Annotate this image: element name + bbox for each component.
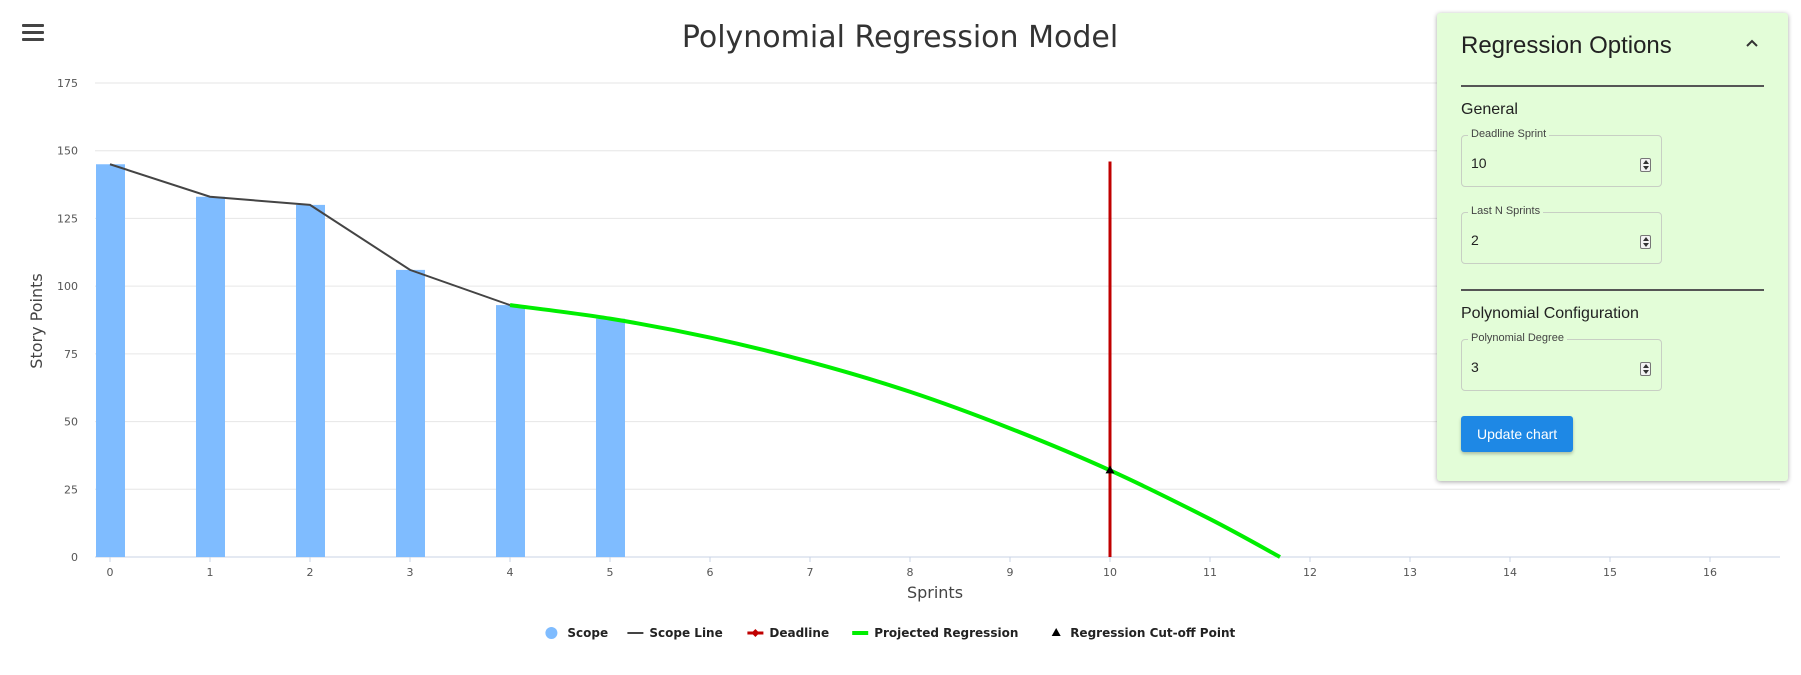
y-tick-label: 125 bbox=[57, 212, 78, 225]
x-tick-label: 9 bbox=[1007, 566, 1014, 579]
deadline-sprint-label: Deadline Sprint bbox=[1468, 128, 1550, 140]
y-tick-label: 175 bbox=[57, 77, 78, 90]
scope-bar bbox=[296, 204, 325, 557]
chart-title: Polynomial Regression Model bbox=[682, 20, 1118, 55]
panel-header: Regression Options bbox=[1461, 13, 1764, 85]
regression-cutoff-point bbox=[1105, 465, 1115, 474]
legend-item: Projected Regression bbox=[852, 626, 1018, 640]
last-n-sprints-input[interactable] bbox=[1471, 232, 1621, 248]
series-lines bbox=[109, 161, 1281, 559]
polynomial-degree-label: Polynomial Degree bbox=[1468, 332, 1567, 344]
legend-label: Scope Line bbox=[649, 626, 722, 640]
polynomial-degree-input[interactable] bbox=[1471, 359, 1621, 375]
hamburger-menu-icon[interactable] bbox=[22, 24, 44, 44]
update-chart-button[interactable]: Update chart bbox=[1461, 416, 1574, 452]
x-axis-label: Sprints bbox=[907, 583, 963, 602]
x-tick-label: 8 bbox=[907, 566, 914, 579]
y-tick-label: 0 bbox=[71, 551, 78, 564]
projected-regression-line bbox=[509, 303, 1281, 559]
general-section-title: General bbox=[1461, 101, 1518, 118]
legend-item: Scope Line bbox=[627, 626, 723, 640]
scope-bar bbox=[596, 318, 625, 557]
deadline-sprint-field[interactable]: Deadline Sprint bbox=[1461, 128, 1662, 187]
last-n-sprints-field[interactable]: Last N Sprints bbox=[1461, 205, 1662, 264]
chevron-up-icon[interactable] bbox=[1740, 31, 1764, 55]
divider bbox=[1461, 85, 1764, 87]
legend-label: Projected Regression bbox=[874, 626, 1018, 640]
legend-item: Deadline bbox=[747, 626, 829, 640]
x-tick-label: 15 bbox=[1603, 566, 1617, 579]
legend-marker bbox=[1051, 628, 1061, 636]
x-tick-label: 1 bbox=[207, 566, 214, 579]
y-tick-label: 50 bbox=[64, 416, 78, 429]
y-tick-label: 25 bbox=[64, 483, 78, 496]
scope-line bbox=[109, 163, 511, 307]
legend-label: Deadline bbox=[769, 626, 829, 640]
legend-item: Scope bbox=[545, 626, 608, 640]
y-tick-label: 75 bbox=[64, 348, 78, 361]
x-tick-label: 6 bbox=[707, 566, 714, 579]
x-tick-label: 5 bbox=[607, 566, 614, 579]
x-tick-label: 11 bbox=[1203, 566, 1217, 579]
regression-options-panel: Regression Options General Deadline Spri… bbox=[1437, 13, 1788, 481]
polynomial-degree-stepper[interactable] bbox=[1640, 362, 1651, 376]
legend: Scope Scope Line Deadline Projected Regress… bbox=[545, 626, 1235, 640]
x-tick-label: 0 bbox=[107, 566, 114, 579]
legend-label: Regression Cut-off Point bbox=[1070, 626, 1235, 640]
x-tick-label: 13 bbox=[1403, 566, 1417, 579]
polynomial-section-title: Polynomial Configuration bbox=[1461, 305, 1639, 322]
scope-bar bbox=[396, 269, 425, 557]
scope-bar bbox=[496, 305, 525, 557]
x-tick-label: 12 bbox=[1303, 566, 1317, 579]
y-tick-label: 150 bbox=[57, 145, 78, 158]
legend-label: Scope bbox=[567, 626, 608, 640]
divider bbox=[1461, 289, 1764, 291]
y-axis-label: Story Points bbox=[27, 273, 46, 368]
x-tick-label: 2 bbox=[307, 566, 314, 579]
x-tick-label: 10 bbox=[1103, 566, 1117, 579]
x-tick-label: 14 bbox=[1503, 566, 1517, 579]
scope-bars bbox=[96, 164, 625, 557]
legend-marker bbox=[545, 627, 558, 639]
scope-bar bbox=[96, 164, 125, 557]
scope-bar bbox=[196, 196, 225, 557]
panel-title: Regression Options bbox=[1461, 32, 1672, 59]
legend-marker bbox=[751, 629, 760, 637]
last-n-sprints-stepper[interactable] bbox=[1640, 235, 1651, 249]
deadline-sprint-stepper[interactable] bbox=[1640, 158, 1651, 172]
x-tick-label: 16 bbox=[1703, 566, 1717, 579]
x-tick-label: 7 bbox=[807, 566, 814, 579]
x-tick-label: 4 bbox=[507, 566, 514, 579]
y-tick-label: 100 bbox=[57, 280, 78, 293]
last-n-sprints-label: Last N Sprints bbox=[1468, 205, 1544, 217]
legend-item: Regression Cut-off Point bbox=[1051, 626, 1235, 640]
deadline-sprint-input[interactable] bbox=[1471, 155, 1621, 171]
x-tick-label: 3 bbox=[407, 566, 414, 579]
polynomial-degree-field[interactable]: Polynomial Degree bbox=[1461, 332, 1662, 391]
